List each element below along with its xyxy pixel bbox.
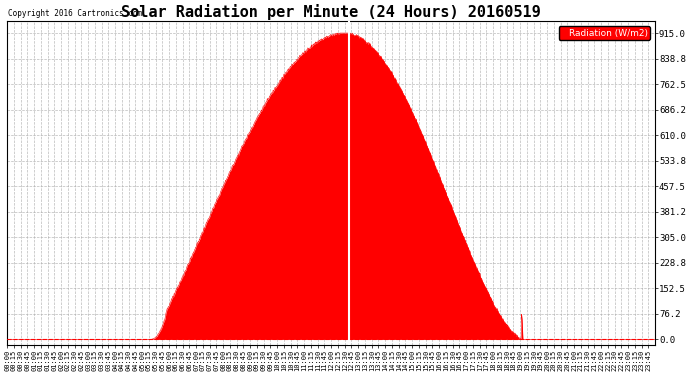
Legend: Radiation (W/m2): Radiation (W/m2) [559,26,650,40]
Title: Solar Radiation per Minute (24 Hours) 20160519: Solar Radiation per Minute (24 Hours) 20… [121,4,541,20]
Text: Copyright 2016 Cartronics.com: Copyright 2016 Cartronics.com [8,9,142,18]
